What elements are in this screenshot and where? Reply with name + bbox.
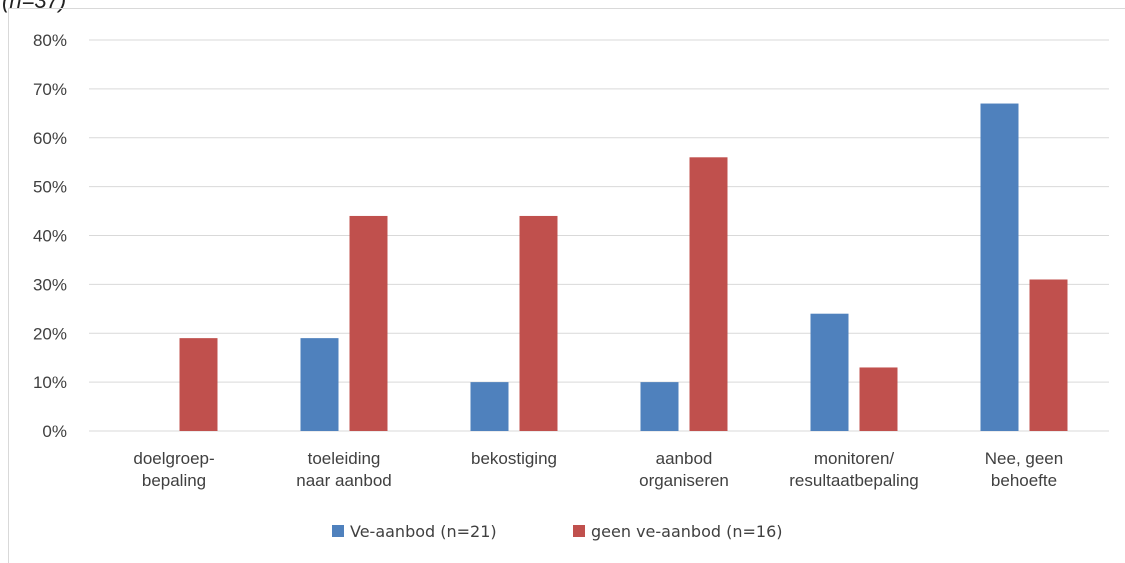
x-category-label: organiseren	[639, 471, 729, 490]
x-category-label: naar aanbod	[296, 471, 391, 490]
x-category-label: Nee, geen	[985, 449, 1063, 468]
x-category-label: toeleiding	[308, 449, 381, 468]
x-category-label: doelgroep-	[133, 449, 214, 468]
bar-geen-ve-aanbod	[519, 215, 558, 431]
legend-label: geen ve-aanbod (n=16)	[591, 522, 782, 541]
bar-ve-aanbod	[640, 382, 679, 431]
y-tick-label: 40%	[33, 227, 67, 246]
x-category-label: aanbod	[656, 449, 713, 468]
bar-ve-aanbod	[810, 313, 849, 431]
y-tick-label: 20%	[33, 324, 67, 343]
bar-ve-aanbod	[470, 382, 509, 431]
x-category-label: bekostiging	[471, 449, 557, 468]
y-tick-label: 70%	[33, 80, 67, 99]
legend-label: Ve-aanbod (n=21)	[350, 522, 497, 541]
bar-geen-ve-aanbod	[179, 338, 218, 431]
y-tick-label: 0%	[42, 422, 67, 441]
y-tick-label: 10%	[33, 373, 67, 392]
legend-swatch	[332, 525, 344, 537]
bar-ve-aanbod	[300, 338, 339, 431]
y-tick-label: 50%	[33, 178, 67, 197]
y-tick-label: 80%	[33, 31, 67, 50]
bar-geen-ve-aanbod	[859, 367, 898, 431]
bar-geen-ve-aanbod	[689, 157, 728, 432]
bar-geen-ve-aanbod	[1029, 279, 1068, 431]
chart-frame	[8, 8, 1125, 563]
chart-caption: (n=37)	[2, 0, 67, 13]
y-tick-label: 60%	[33, 129, 67, 148]
y-tick-label: 30%	[33, 275, 67, 294]
legend-swatch	[573, 525, 585, 537]
x-category-label: behoefte	[991, 471, 1057, 490]
x-category-label: bepaling	[142, 471, 206, 490]
x-category-label: resultaatbepaling	[789, 471, 918, 490]
bar-geen-ve-aanbod	[349, 215, 388, 431]
bar-ve-aanbod	[980, 103, 1019, 431]
x-category-label: monitoren/	[814, 449, 895, 468]
